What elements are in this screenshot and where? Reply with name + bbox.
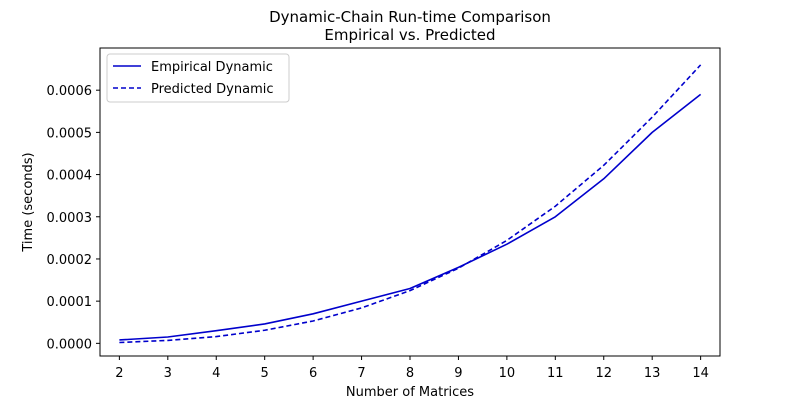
y-tick-label: 0.0004: [47, 169, 93, 184]
x-tick-label: 10: [499, 366, 516, 381]
x-tick-label: 11: [547, 366, 564, 381]
x-tick-label: 5: [261, 366, 269, 381]
x-tick-label: 8: [406, 366, 414, 381]
x-tick-label: 12: [595, 366, 612, 381]
legend-label-empirical: Empirical Dynamic: [151, 60, 273, 75]
chart-subtitle: Empirical vs. Predicted: [324, 26, 495, 44]
legend-box: [106, 53, 290, 103]
y-tick-label: 0.0003: [47, 211, 93, 226]
y-tick-label: 0.0001: [47, 295, 93, 310]
x-tick-label: 13: [644, 366, 661, 381]
series-line-empirical: [119, 93, 702, 341]
y-axis: 0.0000 0.0001 0.0002 0.0003 0.0004 0.0005 0.00…: [47, 84, 100, 352]
x-tick-label: 6: [309, 366, 317, 381]
y-tick-label: 0.0005: [47, 126, 93, 141]
x-tick-label: 2: [115, 366, 123, 381]
y-axis-label: Time (seconds): [21, 152, 36, 252]
y-tick-label: 0.0006: [47, 84, 93, 99]
legend: Empirical Dynamic Predicted Dynamic: [106, 53, 290, 103]
x-tick-label: 7: [357, 366, 365, 381]
x-axis: 2 3 4 5 6 7 8 9 10 11 12 13 14: [115, 356, 709, 381]
x-axis-label: Number of Matrices: [346, 385, 474, 400]
legend-label-predicted: Predicted Dynamic: [151, 82, 274, 97]
x-tick-label: 3: [164, 366, 172, 381]
series-layer: [119, 64, 702, 344]
x-tick-label: 9: [454, 366, 462, 381]
y-tick-label: 0.0000: [47, 337, 93, 352]
chart-title: Dynamic-Chain Run-time Comparison: [269, 8, 551, 26]
y-tick-label: 0.0002: [47, 253, 93, 268]
x-tick-label: 14: [692, 366, 709, 381]
x-tick-label: 4: [212, 366, 220, 381]
series-line-predicted: [119, 64, 702, 344]
